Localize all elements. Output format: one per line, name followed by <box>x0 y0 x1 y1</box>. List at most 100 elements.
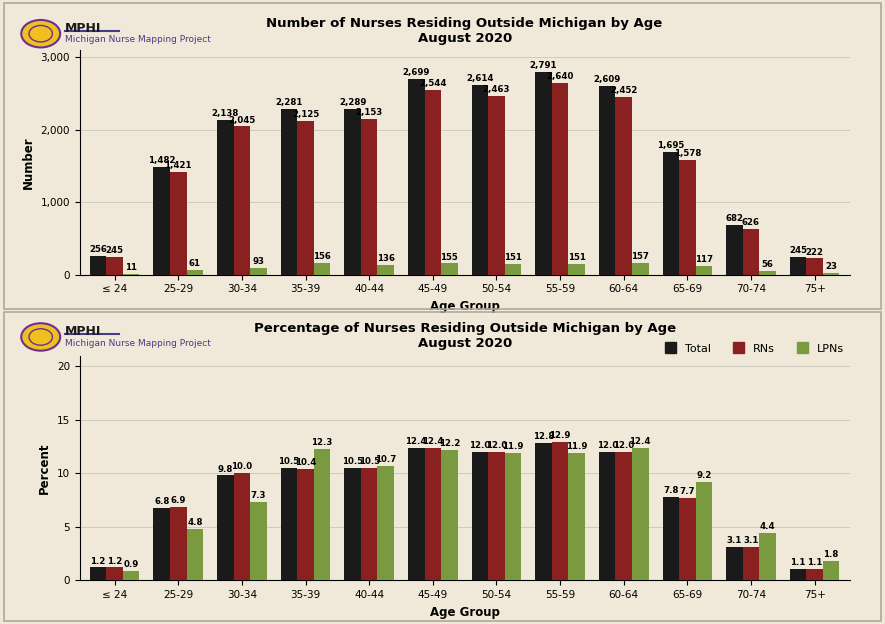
Bar <box>377 265 394 275</box>
Text: 9.2: 9.2 <box>696 471 712 480</box>
Bar <box>489 452 504 580</box>
Text: 1,578: 1,578 <box>673 149 701 158</box>
X-axis label: Age Group: Age Group <box>430 606 499 618</box>
Y-axis label: Number: Number <box>22 136 35 188</box>
Text: 2,281: 2,281 <box>275 99 303 107</box>
Bar <box>806 258 823 275</box>
Bar <box>823 561 839 580</box>
Title: Percentage of Nurses Residing Outside Michigan by Age
August 2020: Percentage of Nurses Residing Outside Mi… <box>254 323 675 350</box>
Bar <box>250 268 266 275</box>
Bar <box>297 120 314 275</box>
Bar <box>344 109 361 275</box>
Text: 12.2: 12.2 <box>439 439 460 448</box>
Text: 1.2: 1.2 <box>107 557 122 565</box>
Text: 10.5: 10.5 <box>358 457 380 466</box>
Bar <box>535 72 552 275</box>
Text: 117: 117 <box>695 255 713 265</box>
Text: 56: 56 <box>762 260 773 269</box>
Text: 4.4: 4.4 <box>759 522 775 531</box>
Bar <box>806 568 823 580</box>
Bar <box>441 450 458 580</box>
Text: 2,614: 2,614 <box>466 74 494 84</box>
Bar <box>632 447 649 580</box>
Bar <box>281 109 297 275</box>
Bar <box>504 453 521 580</box>
Bar <box>568 263 585 275</box>
Legend: Total, RNs, LPNs: Total, RNs, LPNs <box>665 344 844 354</box>
Bar <box>599 85 615 275</box>
Bar <box>615 97 632 275</box>
Bar <box>663 497 679 580</box>
X-axis label: Age Group: Age Group <box>430 300 499 313</box>
Bar <box>187 529 203 580</box>
Text: 12.9: 12.9 <box>550 431 571 441</box>
Bar <box>297 469 314 580</box>
Bar <box>552 83 568 275</box>
Text: 1.8: 1.8 <box>823 550 839 559</box>
Text: 12.4: 12.4 <box>405 437 427 446</box>
Bar <box>441 263 458 275</box>
Bar <box>361 119 377 275</box>
Bar <box>106 567 123 580</box>
Bar <box>679 160 696 275</box>
Bar <box>123 571 140 580</box>
Bar <box>344 468 361 580</box>
Text: 0.9: 0.9 <box>124 560 139 568</box>
Text: 1,421: 1,421 <box>165 161 192 170</box>
Bar <box>743 547 759 580</box>
Text: 2,640: 2,640 <box>546 72 573 82</box>
Bar <box>743 229 759 275</box>
Bar <box>759 534 776 580</box>
Bar <box>314 263 330 275</box>
Bar <box>568 453 585 580</box>
Text: 1,695: 1,695 <box>658 141 684 150</box>
Text: 1.1: 1.1 <box>807 558 822 567</box>
Bar <box>377 466 394 580</box>
Bar <box>234 127 250 275</box>
Text: 2,699: 2,699 <box>403 68 430 77</box>
Bar <box>679 498 696 580</box>
Bar <box>759 270 776 275</box>
Bar <box>408 79 425 275</box>
Bar <box>153 507 170 580</box>
Text: 12.0: 12.0 <box>613 441 635 450</box>
Text: 12.0: 12.0 <box>596 441 618 450</box>
Bar <box>696 482 712 580</box>
Bar <box>250 502 266 580</box>
Text: 11: 11 <box>125 263 137 272</box>
Text: 155: 155 <box>441 253 458 261</box>
Text: 2,138: 2,138 <box>212 109 239 118</box>
Text: MPHI: MPHI <box>65 22 101 34</box>
Bar <box>408 447 425 580</box>
Text: 12.0: 12.0 <box>469 441 490 450</box>
Text: 151: 151 <box>504 253 522 262</box>
Text: 23: 23 <box>825 262 837 271</box>
Text: 12.3: 12.3 <box>312 438 333 447</box>
Bar <box>696 266 712 275</box>
Text: Michigan Nurse Mapping Project: Michigan Nurse Mapping Project <box>65 36 211 44</box>
Text: 7.3: 7.3 <box>250 491 266 500</box>
Text: 156: 156 <box>313 253 331 261</box>
Bar <box>615 452 632 580</box>
Text: 9.8: 9.8 <box>218 464 233 474</box>
Text: 222: 222 <box>805 248 824 256</box>
Text: 2,791: 2,791 <box>530 62 558 71</box>
Text: 12.4: 12.4 <box>422 437 443 446</box>
Text: 10.7: 10.7 <box>375 455 396 464</box>
Text: 10.5: 10.5 <box>342 457 363 466</box>
Text: 3.1: 3.1 <box>727 536 743 545</box>
Bar <box>90 256 106 275</box>
Text: 1.2: 1.2 <box>90 557 106 565</box>
Bar <box>472 85 489 275</box>
Bar <box>552 442 568 580</box>
Text: 626: 626 <box>742 218 760 227</box>
Text: 6.8: 6.8 <box>154 497 169 505</box>
Text: 157: 157 <box>631 252 650 261</box>
Bar <box>472 452 489 580</box>
Text: 136: 136 <box>377 254 395 263</box>
Text: 10.5: 10.5 <box>279 457 299 466</box>
Bar <box>632 263 649 275</box>
Text: 2,153: 2,153 <box>356 108 383 117</box>
Text: 245: 245 <box>789 246 807 255</box>
Text: 10.4: 10.4 <box>295 458 316 467</box>
